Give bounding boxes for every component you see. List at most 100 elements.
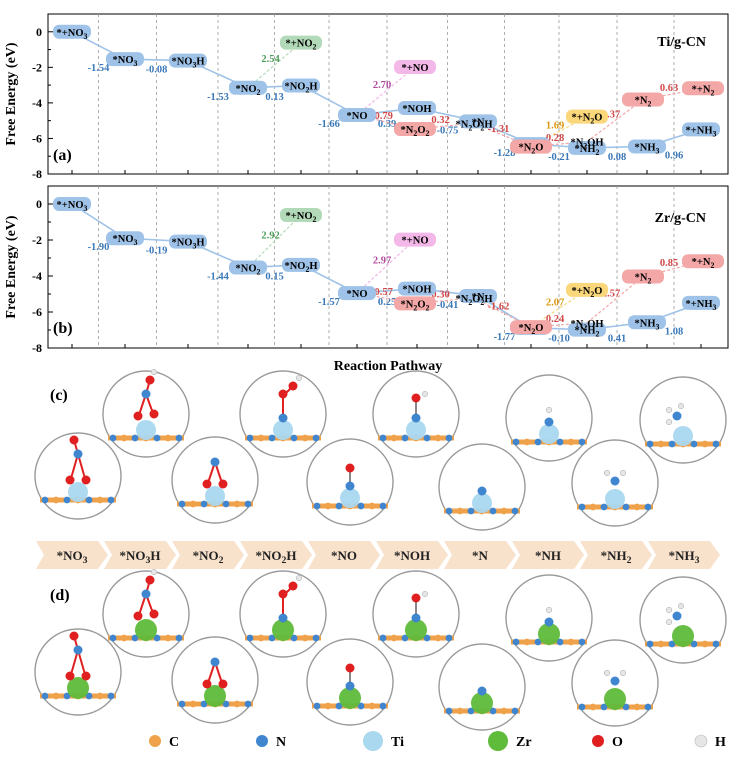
n-atom xyxy=(690,640,698,648)
branch-label-n2o: *+N2O xyxy=(572,286,603,299)
intermediate-label-noh: *NOH xyxy=(394,548,430,563)
n-atom xyxy=(63,496,71,504)
n-atom xyxy=(668,440,676,448)
structure-row-ti xyxy=(34,368,727,531)
energy-panel-a: 0 -2 -4 -6 -8 Free Energy (eV) Ti/g-CN (a) -1.54… xyxy=(4,13,729,181)
legend-label-n: N xyxy=(276,735,286,750)
c-atom xyxy=(567,638,575,646)
branch-box-no2 xyxy=(280,35,322,50)
main-step-energy: -0.19 xyxy=(146,246,168,257)
n-atom xyxy=(423,434,431,442)
o-atom xyxy=(145,575,155,585)
n-atom xyxy=(379,434,387,442)
legend-swatch-c xyxy=(149,735,161,747)
c-atom xyxy=(120,434,128,442)
y-tick-label: -4 xyxy=(32,269,42,283)
c-atom xyxy=(657,440,665,448)
branch-label-no2: *+NO2 xyxy=(286,39,317,52)
main-step-energy: -0.41 xyxy=(437,300,459,311)
structure-circle-no2 xyxy=(171,436,259,524)
branch-label-n2o: *N2O xyxy=(519,143,544,156)
branch-box-n2o xyxy=(510,139,552,154)
n-atom xyxy=(345,681,355,691)
metal-atom xyxy=(340,488,360,508)
y-axis-label: Free Energy (eV) xyxy=(4,42,19,145)
node-box-nh2 xyxy=(568,140,606,155)
n-atom xyxy=(313,502,321,510)
o-atom xyxy=(218,479,228,489)
node-box-no3 xyxy=(53,197,91,211)
h-atom xyxy=(421,590,429,598)
o-atom xyxy=(218,679,228,689)
c-atom xyxy=(523,438,531,446)
n-atom xyxy=(690,440,698,448)
n-atom xyxy=(578,703,586,711)
n-atom xyxy=(178,500,186,508)
n-atom xyxy=(477,486,487,496)
c-atom xyxy=(189,700,197,708)
branch-step-energy: 2.97 xyxy=(373,255,391,266)
c-atom xyxy=(164,634,172,642)
n-atom xyxy=(556,438,564,446)
c-atom xyxy=(657,640,665,648)
n-atom xyxy=(379,634,387,642)
n-atom xyxy=(622,503,630,511)
c-atom xyxy=(120,634,128,642)
o-atom xyxy=(411,393,421,403)
n-atom xyxy=(411,413,421,423)
structure-circle-no3h xyxy=(102,570,190,658)
n-atom xyxy=(511,507,519,515)
n-atom xyxy=(401,434,409,442)
h-atom xyxy=(677,602,685,610)
c-atom xyxy=(257,634,265,642)
n-atom xyxy=(534,638,542,646)
y-tick-label: -4 xyxy=(32,96,42,110)
main-step-energy: -1.66 xyxy=(318,119,340,130)
branch-label-no: *+NO xyxy=(402,236,429,247)
c-atom xyxy=(257,434,265,442)
node-box-nh2 xyxy=(568,322,606,337)
n-atom xyxy=(467,507,475,515)
n-atom xyxy=(335,502,343,510)
n-atom xyxy=(489,707,497,715)
o-atom xyxy=(278,589,288,599)
node-label-nh3: *NH3 xyxy=(635,142,660,155)
n-atom xyxy=(200,500,208,508)
o-atom xyxy=(411,593,421,603)
c-atom xyxy=(456,507,464,515)
intermediate-chip xyxy=(308,541,380,569)
o-atom xyxy=(65,475,75,485)
main-step-energy: 0.08 xyxy=(608,152,626,163)
metal-atom xyxy=(471,692,493,714)
panel-title: Zr/g-CN xyxy=(655,211,706,226)
c-atom xyxy=(500,507,508,515)
h-atom xyxy=(603,469,611,477)
node-box-nh3 xyxy=(682,122,720,137)
branch-step-energy: 2.37 xyxy=(602,110,620,121)
intermediate-chip xyxy=(444,541,516,569)
metal-atom xyxy=(273,420,293,440)
y-tick-label: -2 xyxy=(32,60,42,74)
metal-atom xyxy=(672,625,694,647)
o-atom xyxy=(278,389,288,399)
x-axis-label: Reaction Pathway xyxy=(334,359,443,374)
legend-swatch-ti xyxy=(363,731,383,751)
c-atom xyxy=(164,434,172,442)
branch-box-no xyxy=(394,232,436,247)
node-box-noh xyxy=(398,281,436,296)
n-atom xyxy=(73,449,83,459)
n-atom xyxy=(175,434,183,442)
panel-letter: (a) xyxy=(53,147,72,164)
node-label-no3h: *NO3H xyxy=(171,238,204,251)
n-atom xyxy=(646,640,654,648)
metal-atom xyxy=(539,424,559,444)
plot-frame xyxy=(47,13,729,175)
c-atom xyxy=(567,438,575,446)
n-atom xyxy=(622,703,630,711)
o-atom xyxy=(81,475,91,485)
legend-label-c: C xyxy=(169,735,179,750)
node-label-nh2: *NH2 xyxy=(575,144,600,157)
y-tick-label: -6 xyxy=(32,305,42,319)
